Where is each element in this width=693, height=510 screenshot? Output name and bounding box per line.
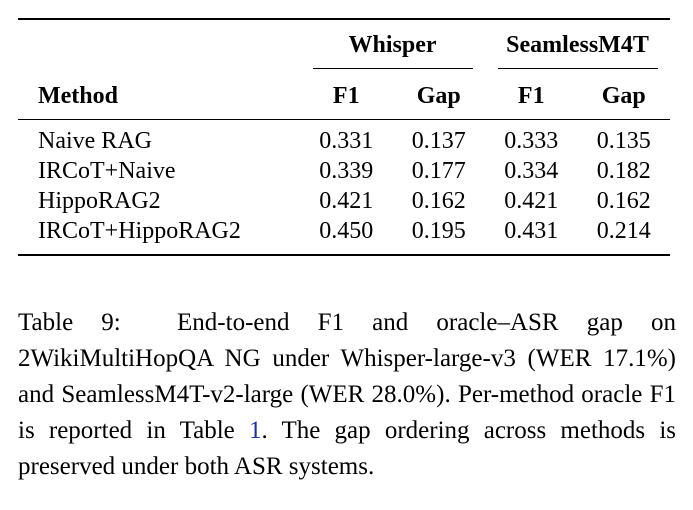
group-header-row: Whisper SeamlessM4T (18, 19, 670, 77)
value-cell: 0.450 (319, 218, 374, 244)
results-table: Whisper SeamlessM4T Method F1 Gap F1 Gap… (18, 18, 670, 256)
method-cell: Naive RAG (38, 128, 152, 154)
header-seamless-gap: Gap (601, 83, 646, 109)
value-cell: 0.162 (411, 188, 466, 214)
header-whisper-gap: Gap (416, 83, 461, 109)
table-row: Naive RAG 0.331 0.137 0.333 0.135 (18, 119, 670, 157)
caption-text-end: . The gap ordering across methods is pre… (18, 417, 677, 480)
value-cell: 0.421 (504, 188, 559, 214)
method-header: Method (38, 83, 118, 109)
header-seamless-f1: F1 (517, 83, 545, 109)
sub-header-row: Method F1 Gap F1 Gap (18, 77, 670, 120)
table-row: IRCoT+HippoRAG2 0.450 0.195 0.431 0.214 (18, 216, 670, 255)
value-cell: 0.135 (596, 128, 651, 154)
value-cell: 0.137 (411, 128, 466, 154)
value-cell: 0.331 (319, 128, 374, 154)
table-caption: Table 9: End-to-end F1 and oracle–ASR ga… (18, 305, 676, 485)
value-cell: 0.162 (596, 188, 651, 214)
value-cell: 0.214 (596, 218, 651, 244)
group-header-whisper: Whisper (300, 19, 485, 77)
method-cell: HippoRAG2 (38, 188, 161, 214)
value-cell: 0.339 (319, 158, 374, 184)
method-cell: IRCoT+Naive (38, 158, 176, 184)
table: Whisper SeamlessM4T Method F1 Gap F1 Gap… (18, 18, 670, 256)
value-cell: 0.421 (319, 188, 374, 214)
caption-text: End-to-end F1 and oracle–ASR gap on 2Wik… (18, 309, 676, 444)
table-row: HippoRAG2 0.421 0.162 0.421 0.162 (18, 186, 670, 216)
value-cell: 0.195 (411, 218, 466, 244)
value-cell: 0.177 (411, 158, 466, 184)
method-cell: IRCoT+HippoRAG2 (38, 218, 241, 244)
caption-label: Table 9: (18, 309, 121, 336)
value-cell: 0.334 (504, 158, 559, 184)
value-cell: 0.182 (596, 158, 651, 184)
table-row: IRCoT+Naive 0.339 0.177 0.334 0.182 (18, 156, 670, 186)
value-cell: 0.333 (504, 128, 559, 154)
table-reference-link[interactable]: 1 (248, 417, 262, 444)
group-header-seamlessm4t: SeamlessM4T (485, 19, 670, 77)
header-whisper-f1: F1 (332, 83, 360, 109)
value-cell: 0.431 (504, 218, 559, 244)
